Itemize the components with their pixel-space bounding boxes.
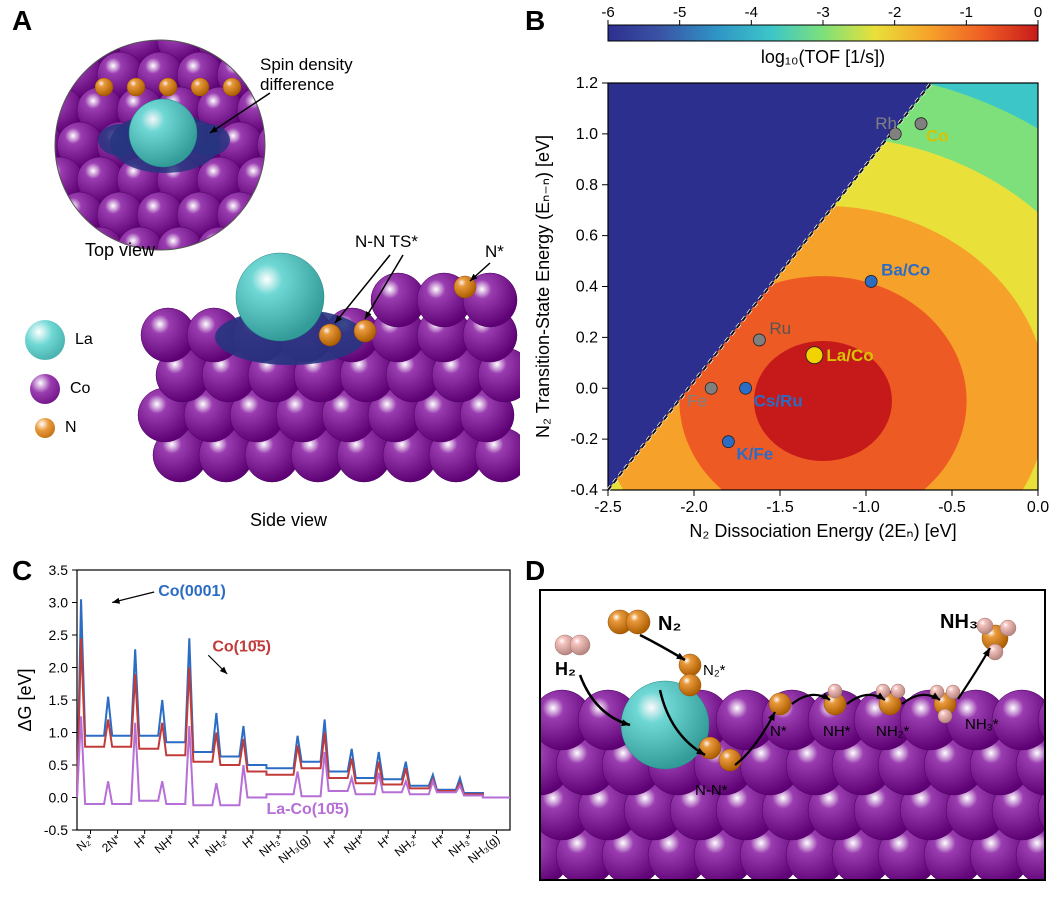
svg-text:N₂*: N₂*	[703, 662, 726, 679]
svg-text:H₂: H₂	[555, 659, 576, 679]
svg-text:Ru: Ru	[769, 319, 791, 338]
svg-text:-0.5: -0.5	[938, 499, 966, 516]
svg-text:0.0: 0.0	[49, 790, 69, 806]
svg-text:log₁₀(TOF [1/s]): log₁₀(TOF [1/s])	[761, 47, 885, 67]
legend-La-dot	[25, 320, 65, 360]
svg-text:-4: -4	[745, 5, 758, 21]
svg-text:H*: H*	[131, 831, 150, 851]
svg-text:Spin density: Spin density	[260, 55, 353, 74]
legend-N-label: N	[65, 419, 77, 437]
side-view-label: Side view	[250, 510, 327, 531]
svg-text:NH₂*: NH₂*	[392, 831, 422, 859]
svg-text:N-N TS*: N-N TS*	[355, 232, 418, 251]
svg-text:2.5: 2.5	[49, 627, 69, 643]
svg-text:N₂ Dissociation Energy (2Eₙ) [: N₂ Dissociation Energy (2Eₙ) [eV]	[689, 521, 956, 541]
svg-text:-6: -6	[601, 5, 614, 21]
legend-Co-dot	[30, 374, 60, 404]
figure-root: A B C D Spin densitydifferenceN-N TS*N* …	[0, 0, 1059, 900]
svg-text:N₂ Transition-State Energy (Eₙ: N₂ Transition-State Energy (Eₙ₋ₙ) [eV]	[533, 135, 553, 438]
svg-text:Cs/Ru: Cs/Ru	[754, 391, 803, 410]
svg-text:NH₃: NH₃	[940, 611, 978, 633]
svg-text:0.2: 0.2	[576, 329, 598, 346]
svg-text:1.0: 1.0	[49, 725, 69, 741]
svg-text:1.5: 1.5	[49, 692, 69, 708]
svg-text:-5: -5	[673, 5, 686, 21]
svg-text:K/Fe: K/Fe	[736, 445, 773, 464]
svg-text:3.5: 3.5	[49, 562, 69, 578]
svg-text:N-N*: N-N*	[695, 782, 728, 799]
svg-text:0: 0	[1034, 5, 1042, 21]
svg-text:N₂*: N₂*	[74, 831, 97, 854]
svg-text:Rh: Rh	[875, 114, 897, 133]
svg-text:H*: H*	[321, 831, 340, 851]
svg-text:NH₃*: NH₃*	[965, 716, 999, 733]
svg-text:-0.4: -0.4	[570, 482, 598, 499]
svg-text:0.0: 0.0	[576, 380, 598, 397]
svg-text:0.4: 0.4	[576, 279, 598, 296]
svg-text:0.0: 0.0	[1027, 499, 1049, 516]
svg-text:ΔG [eV]: ΔG [eV]	[15, 668, 35, 731]
svg-text:0.6: 0.6	[576, 228, 598, 245]
svg-text:2.0: 2.0	[49, 660, 69, 676]
svg-text:-2.0: -2.0	[680, 499, 708, 516]
svg-text:NH*: NH*	[152, 831, 178, 856]
svg-text:NH*: NH*	[341, 831, 367, 856]
legend-Co-label: Co	[70, 380, 90, 398]
svg-text:-1.0: -1.0	[852, 499, 880, 516]
svg-text:2N*: 2N*	[99, 831, 124, 855]
svg-text:-1: -1	[960, 5, 973, 21]
svg-text:NH*: NH*	[823, 723, 851, 740]
svg-text:1.0: 1.0	[576, 126, 598, 143]
panel-B: -6 -5 -4 -3 -2 -1 0 log₁₀(TOF [1/s]) -2.5 -2.0 -1.…	[533, 5, 1053, 545]
legend-La-label: La	[75, 331, 93, 349]
svg-text:NH₃(g): NH₃(g)	[465, 832, 502, 866]
svg-text:-2.5: -2.5	[594, 499, 622, 516]
svg-text:-1.5: -1.5	[766, 499, 794, 516]
svg-text:0.8: 0.8	[576, 177, 598, 194]
svg-text:-0.2: -0.2	[570, 431, 598, 448]
svg-text:3.0: 3.0	[49, 595, 69, 611]
svg-text:La-Co(10̄5): La-Co(10̄5)	[266, 801, 349, 818]
svg-text:N₂: N₂	[658, 613, 681, 635]
svg-text:NH₂*: NH₂*	[202, 831, 232, 859]
panel-C: -0.50.00.51.01.52.02.53.03.5N₂*2N*H*NH*H…	[15, 560, 520, 905]
svg-text:difference: difference	[260, 75, 334, 94]
svg-text:Ba/Co: Ba/Co	[881, 260, 930, 279]
svg-text:N*: N*	[485, 242, 504, 261]
svg-text:-3: -3	[816, 5, 829, 21]
svg-text:Co(0001): Co(0001)	[158, 583, 226, 600]
legend-A: La Co N	[25, 320, 93, 452]
svg-text:-0.5: -0.5	[44, 822, 68, 838]
svg-text:1.2: 1.2	[576, 75, 598, 92]
svg-text:NH₃(g): NH₃(g)	[276, 832, 313, 866]
svg-text:NH₂*: NH₂*	[876, 723, 909, 740]
svg-text:La/Co: La/Co	[826, 346, 873, 365]
svg-text:Co: Co	[926, 127, 949, 146]
legend-N-dot	[35, 418, 55, 438]
svg-text:-2: -2	[888, 5, 901, 21]
top-view-label: Top view	[85, 240, 155, 261]
svg-text:N*: N*	[770, 723, 787, 740]
panel-D: N₂ H₂ NH₃ N₂* N-N* N* NH* NH₂* NH₃*	[535, 560, 1055, 900]
svg-text:0.5: 0.5	[49, 757, 69, 773]
svg-text:Co(10̄5): Co(10̄5)	[212, 638, 271, 655]
panel-A: Spin densitydifference N-N TS* N*	[15, 15, 520, 555]
svg-text:Fe: Fe	[687, 391, 707, 410]
